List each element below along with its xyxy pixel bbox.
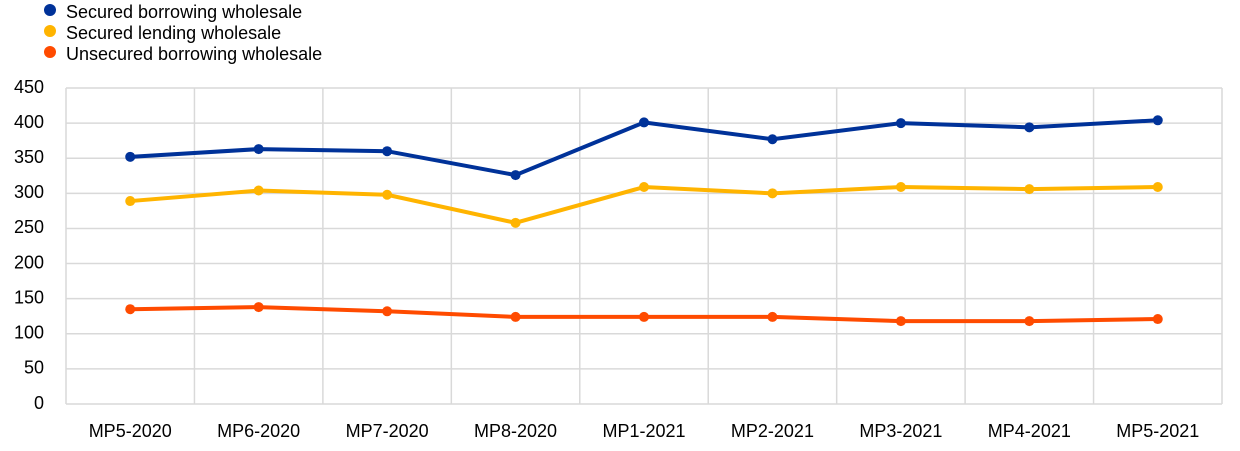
point (253, 302, 264, 313)
point (510, 170, 521, 181)
point (1024, 184, 1035, 195)
point (639, 182, 649, 193)
point (1024, 316, 1035, 327)
x-tick-label: MP1-2021 (602, 421, 685, 441)
legend-marker (44, 4, 56, 16)
x-tick-label: MP6-2020 (217, 421, 300, 441)
series-line (130, 184, 1158, 225)
point (510, 217, 521, 228)
x-tick-label: MP5-2020 (89, 421, 172, 441)
x-tick-label: MP8-2020 (474, 421, 557, 441)
point (382, 189, 393, 200)
point (125, 151, 136, 162)
x-tick-label: MP5-2021 (1116, 421, 1199, 441)
y-tick-label: 350 (14, 147, 44, 167)
y-tick-label: 50 (24, 358, 44, 378)
point (1152, 182, 1163, 193)
point (639, 117, 649, 128)
point (767, 188, 778, 199)
point (895, 182, 906, 193)
legend-label: Secured borrowing wholesale (66, 2, 302, 22)
point (767, 311, 778, 322)
legend-marker (44, 25, 56, 37)
y-tick-label: 300 (14, 182, 44, 202)
point (253, 185, 264, 196)
point (1152, 115, 1163, 126)
point (1152, 314, 1163, 325)
point (639, 311, 649, 322)
y-tick-label: 150 (14, 287, 44, 307)
x-tick-label: MP3-2021 (859, 421, 942, 441)
x-tick-label: MP7-2020 (346, 421, 429, 441)
point (382, 146, 393, 157)
y-tick-label: 0 (34, 393, 44, 413)
x-tick-label: MP4-2021 (988, 421, 1071, 441)
point (1024, 122, 1035, 133)
point (767, 134, 778, 145)
y-tick-label: 400 (14, 112, 44, 132)
y-tick-label: 250 (14, 217, 44, 237)
legend-label: Secured lending wholesale (66, 23, 281, 43)
point (253, 144, 264, 155)
legend-label: Unsecured borrowing wholesale (66, 44, 322, 64)
point (125, 196, 136, 207)
legend-marker (44, 46, 56, 58)
y-tick-label: 450 (14, 77, 44, 97)
y-tick-label: 200 (14, 252, 44, 272)
point (125, 304, 136, 315)
x-tick-label: MP2-2021 (731, 421, 814, 441)
series-line (130, 118, 1158, 178)
point (510, 311, 521, 322)
point (382, 306, 393, 317)
y-tick-label: 100 (14, 323, 44, 343)
point (895, 316, 906, 327)
point (895, 118, 906, 129)
